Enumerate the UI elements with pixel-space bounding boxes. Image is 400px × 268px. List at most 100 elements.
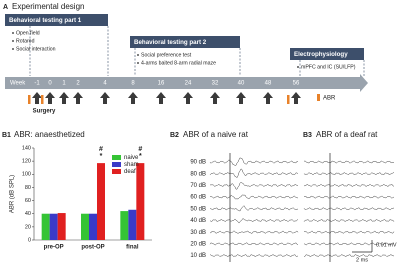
stage-box bbox=[290, 48, 364, 60]
trace bbox=[303, 195, 395, 199]
y-tick-label: 120 bbox=[22, 159, 31, 165]
panel-title: Experimental design bbox=[12, 2, 84, 11]
stage-box bbox=[130, 36, 240, 48]
week-label: 56 bbox=[293, 81, 300, 87]
arrow bbox=[59, 92, 69, 104]
bullet bbox=[12, 48, 14, 50]
timeline bbox=[5, 74, 368, 92]
arrow bbox=[210, 92, 220, 104]
trace bbox=[303, 183, 395, 188]
panel-title: ABR: anaesthetized bbox=[14, 130, 85, 139]
week-label: 4 bbox=[103, 81, 107, 87]
trace bbox=[303, 242, 395, 246]
bar bbox=[41, 213, 50, 240]
legend-swatch bbox=[112, 169, 121, 174]
abr-marker bbox=[28, 95, 31, 104]
legend-label: naive bbox=[124, 155, 139, 161]
legend-swatch bbox=[317, 94, 320, 101]
panel-title: ABR of a naive rat bbox=[183, 130, 249, 139]
trace bbox=[209, 205, 299, 212]
arrow bbox=[73, 92, 83, 104]
bar bbox=[81, 213, 89, 240]
trace bbox=[209, 242, 299, 246]
bullet bbox=[12, 32, 14, 34]
trace bbox=[303, 160, 395, 164]
arrow bbox=[128, 92, 138, 104]
level-label: 50 dB bbox=[190, 206, 206, 212]
bar bbox=[128, 209, 137, 240]
stage-item: Social preference test bbox=[141, 52, 192, 58]
y-tick-label: 20 bbox=[25, 224, 31, 230]
level-label: 60 dB bbox=[190, 195, 206, 201]
arrow bbox=[291, 92, 301, 104]
trace bbox=[209, 218, 299, 224]
x-tick-label: post-OP bbox=[81, 245, 104, 251]
trace bbox=[209, 194, 299, 200]
week-label: 16 bbox=[158, 81, 165, 87]
arrow bbox=[156, 92, 166, 104]
y-tick-label: 140 bbox=[22, 145, 31, 151]
y-tick-label: 80 bbox=[25, 185, 31, 191]
bar bbox=[136, 163, 145, 240]
arrow bbox=[263, 92, 273, 104]
week-label: 2 bbox=[76, 81, 80, 87]
stage-item: Social interaction bbox=[16, 46, 56, 52]
legend-swatch bbox=[112, 155, 121, 160]
level-label: 30 dB bbox=[190, 230, 206, 236]
arrow bbox=[183, 92, 193, 104]
trace bbox=[209, 181, 299, 190]
trace bbox=[209, 157, 299, 166]
week-label: 48 bbox=[265, 81, 272, 87]
legend-label: ABR bbox=[323, 96, 336, 102]
week-label: 0 bbox=[48, 81, 52, 87]
trace bbox=[303, 253, 395, 258]
bullet bbox=[137, 62, 139, 64]
stage-title: Behavioral testing part 1 bbox=[9, 17, 82, 24]
panel-title: ABR of a deaf rat bbox=[316, 130, 378, 139]
level-label: 40 dB bbox=[190, 218, 206, 224]
arrow bbox=[236, 92, 246, 104]
stage-title: Behavioral testing part 2 bbox=[134, 39, 207, 46]
week-label: -1 bbox=[34, 81, 40, 87]
level-label: 10 dB bbox=[190, 253, 206, 259]
bullet bbox=[297, 66, 299, 68]
stage-item: Rotarod bbox=[16, 38, 35, 44]
arrow bbox=[100, 92, 110, 104]
level-label: 90 dB bbox=[190, 160, 206, 166]
scale-time: 2 ms bbox=[356, 257, 368, 263]
y-axis-label: ABR (dB SPL) bbox=[10, 175, 16, 213]
level-label: 20 dB bbox=[190, 241, 206, 247]
trace bbox=[209, 168, 299, 179]
stage-item: 4-arms baited 8-arm radial maze bbox=[141, 60, 216, 66]
abr-marker bbox=[287, 95, 290, 104]
panel-label: A bbox=[3, 4, 8, 11]
bar bbox=[120, 211, 129, 240]
bar bbox=[89, 213, 97, 240]
y-tick-label: 60 bbox=[25, 198, 31, 204]
trace bbox=[209, 253, 299, 258]
panel-label: B2 bbox=[170, 132, 179, 139]
significance: # bbox=[99, 146, 103, 153]
level-label: 70 dB bbox=[190, 183, 206, 189]
trace bbox=[303, 230, 395, 234]
trace bbox=[303, 218, 395, 223]
bullet bbox=[137, 54, 139, 56]
y-tick-label: 100 bbox=[22, 172, 31, 178]
surgery-label: Surgery bbox=[33, 109, 56, 115]
y-tick-label: 40 bbox=[25, 211, 31, 217]
x-tick-label: final bbox=[126, 245, 139, 251]
legend-label: sham bbox=[124, 162, 139, 168]
bar bbox=[49, 213, 58, 240]
trace bbox=[303, 172, 395, 176]
panel-label: B3 bbox=[303, 132, 312, 139]
scale-amplitude: 0.01 mV bbox=[376, 242, 397, 248]
stage-box bbox=[5, 14, 108, 26]
arrow bbox=[32, 92, 42, 104]
panel-label: B1 bbox=[2, 132, 11, 139]
significance: * bbox=[100, 153, 103, 160]
bar bbox=[97, 163, 105, 240]
stage-title: Electrophysiology bbox=[294, 51, 348, 58]
bullet bbox=[12, 40, 14, 42]
week-label: 40 bbox=[238, 81, 245, 87]
